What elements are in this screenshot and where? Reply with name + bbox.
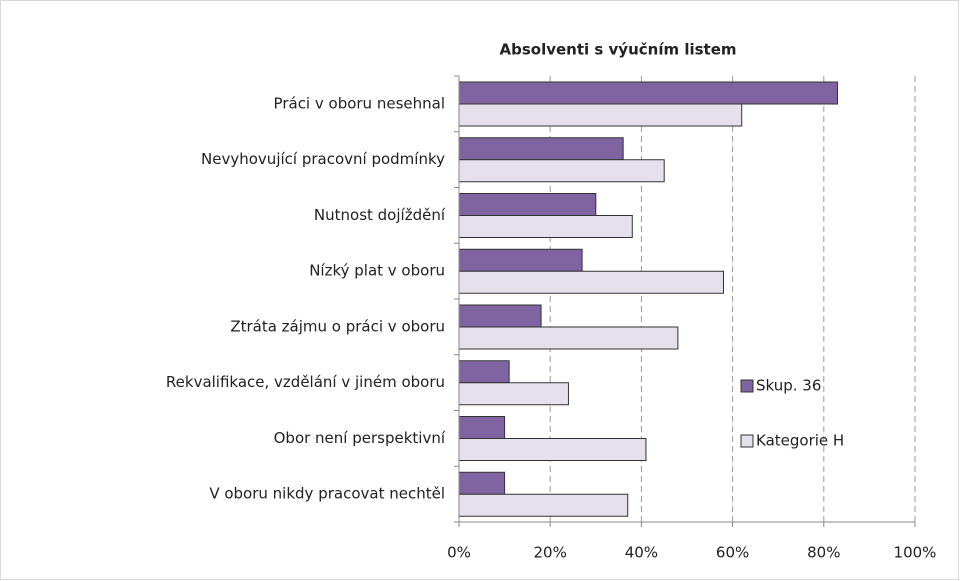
bar <box>458 103 743 127</box>
bar <box>458 493 629 517</box>
chart-title: Absolventi s výučním listem <box>499 41 736 59</box>
x-tick-label: 0% <box>447 544 471 562</box>
y-tick-label: Nevyhovující pracovní podmínky <box>201 150 445 168</box>
bar <box>458 137 624 161</box>
x-tick-label: 20% <box>534 544 567 562</box>
bar <box>458 248 583 272</box>
bar <box>458 438 647 461</box>
bar <box>458 81 838 105</box>
bar <box>458 159 665 183</box>
bar <box>458 326 679 350</box>
bar <box>458 360 510 384</box>
x-tick-label: 60% <box>716 544 749 562</box>
legend-swatch <box>740 379 754 393</box>
bar <box>458 193 597 216</box>
x-tick-label: 80% <box>807 544 840 562</box>
bar <box>458 215 633 238</box>
bar <box>458 382 569 406</box>
legend-label: Kategorie H <box>756 432 844 450</box>
x-tick-label: 40% <box>625 544 658 562</box>
bar <box>458 270 724 294</box>
bar <box>458 304 542 328</box>
bar <box>458 416 506 439</box>
y-tick-label: Rekvalifikace, vzdělání v jiném oboru <box>166 373 445 391</box>
y-tick-label: V oboru nikdy pracovat nechtěl <box>209 485 445 503</box>
legend-swatch <box>740 434 754 448</box>
y-tick-label: Nutnost dojíždění <box>314 206 446 224</box>
y-tick-label: Obor není perspektivní <box>274 429 446 447</box>
legend-label: Skup. 36 <box>756 377 821 395</box>
y-tick-label: Ztráta zájmu o práci v oboru <box>230 317 445 335</box>
bar <box>458 471 506 495</box>
y-tick-label: Práci v oboru nesehnal <box>274 94 445 112</box>
x-tick-label: 100% <box>894 544 937 562</box>
y-tick-label: Nízký plat v oboru <box>309 262 445 280</box>
